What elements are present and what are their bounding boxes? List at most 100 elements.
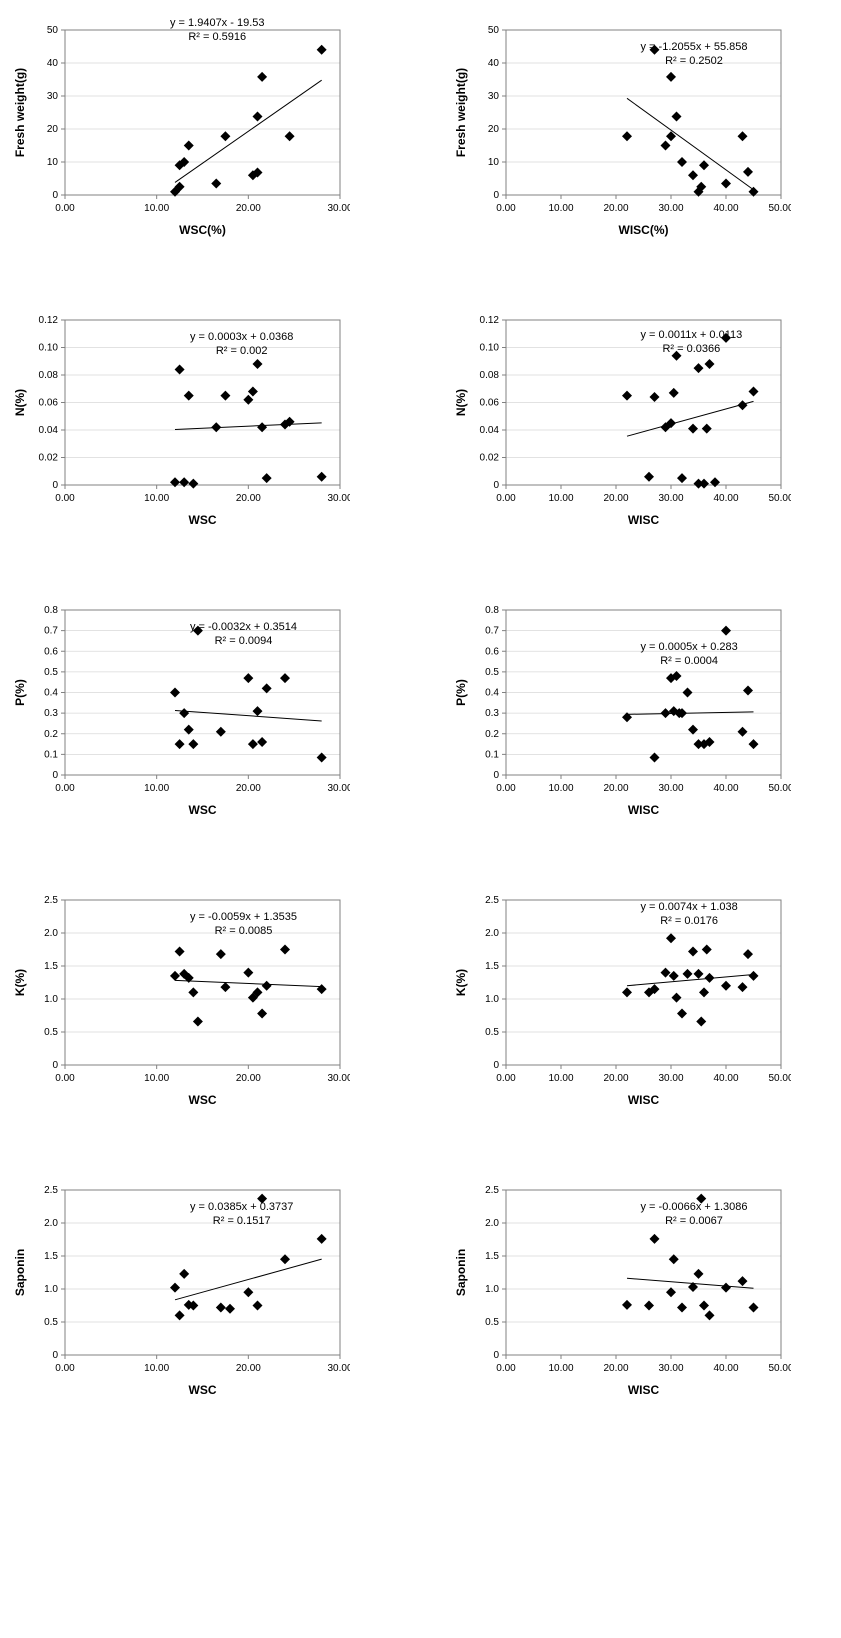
svg-text:30.00: 30.00 xyxy=(658,203,683,214)
svg-text:0.5: 0.5 xyxy=(44,1317,58,1328)
r2-text: R² = 0.0366 xyxy=(641,342,743,356)
scatter-chart: 010203040500.0010.0020.0030.00WSC(%)Fres… xyxy=(10,20,391,240)
svg-text:WISC: WISC xyxy=(627,1093,659,1107)
svg-text:0.4: 0.4 xyxy=(485,688,499,699)
svg-text:30.00: 30.00 xyxy=(658,493,683,504)
scatter-chart: 00.020.040.060.080.100.120.0010.0020.003… xyxy=(10,310,391,530)
scatter-chart: 00.51.01.52.02.50.0010.0020.0030.00WSCSa… xyxy=(10,1180,391,1400)
svg-text:0.3: 0.3 xyxy=(485,708,499,719)
svg-text:50.00: 50.00 xyxy=(768,493,791,504)
scatter-chart: 00.020.040.060.080.100.120.0010.0020.003… xyxy=(451,310,832,530)
r2-text: R² = 0.0094 xyxy=(190,634,297,648)
svg-text:0.04: 0.04 xyxy=(39,425,59,436)
svg-text:20: 20 xyxy=(47,124,59,135)
svg-text:0.00: 0.00 xyxy=(496,203,516,214)
svg-text:10.00: 10.00 xyxy=(144,203,169,214)
r2-text: R² = 0.002 xyxy=(190,344,293,358)
svg-text:N(%): N(%) xyxy=(454,389,468,416)
svg-text:0.12: 0.12 xyxy=(479,315,499,326)
svg-text:50.00: 50.00 xyxy=(768,203,791,214)
svg-text:K(%): K(%) xyxy=(13,969,27,996)
svg-text:0.6: 0.6 xyxy=(44,646,58,657)
svg-text:40.00: 40.00 xyxy=(713,493,738,504)
svg-text:0: 0 xyxy=(52,480,58,491)
svg-text:0.7: 0.7 xyxy=(485,626,499,637)
svg-text:30.00: 30.00 xyxy=(327,783,350,794)
svg-text:0.12: 0.12 xyxy=(39,315,59,326)
svg-text:0.8: 0.8 xyxy=(485,605,499,616)
regression-equation: y = 0.0385x + 0.3737R² = 0.1517 xyxy=(190,1200,293,1229)
svg-text:Saponin: Saponin xyxy=(13,1249,27,1296)
regression-equation: y = 0.0074x + 1.038R² = 0.0176 xyxy=(641,900,738,929)
svg-text:0: 0 xyxy=(52,1350,58,1361)
svg-text:0.00: 0.00 xyxy=(55,203,75,214)
equation-text: y = 0.0074x + 1.038 xyxy=(641,900,738,914)
svg-text:10.00: 10.00 xyxy=(548,783,573,794)
r2-text: R² = 0.1517 xyxy=(190,1214,293,1228)
svg-text:0.00: 0.00 xyxy=(496,1363,516,1374)
svg-text:0.00: 0.00 xyxy=(496,1073,516,1084)
svg-text:0.02: 0.02 xyxy=(39,453,59,464)
svg-text:Fresh weight(g): Fresh weight(g) xyxy=(13,68,27,157)
svg-text:N(%): N(%) xyxy=(13,389,27,416)
svg-text:0.1: 0.1 xyxy=(44,749,58,760)
svg-text:0.4: 0.4 xyxy=(44,688,58,699)
svg-text:2.5: 2.5 xyxy=(485,1185,499,1196)
equation-text: y = 0.0005x + 0.283 xyxy=(641,640,738,654)
svg-text:0: 0 xyxy=(493,1060,499,1071)
svg-text:2.0: 2.0 xyxy=(44,1218,58,1229)
svg-text:0.02: 0.02 xyxy=(479,453,499,464)
svg-text:0.00: 0.00 xyxy=(496,493,516,504)
svg-text:20.00: 20.00 xyxy=(603,1073,628,1084)
r2-text: R² = 0.5916 xyxy=(170,30,264,44)
svg-text:0: 0 xyxy=(493,770,499,781)
svg-text:WISC: WISC xyxy=(627,803,659,817)
equation-text: y = -0.0032x + 0.3514 xyxy=(190,620,297,634)
regression-equation: y = 0.0005x + 0.283R² = 0.0004 xyxy=(641,640,738,669)
regression-equation: y = -0.0032x + 0.3514R² = 0.0094 xyxy=(190,620,297,649)
svg-text:0.00: 0.00 xyxy=(55,493,75,504)
svg-text:WISC: WISC xyxy=(627,1383,659,1397)
svg-text:30.00: 30.00 xyxy=(658,783,683,794)
svg-text:0.5: 0.5 xyxy=(485,1317,499,1328)
svg-text:WISC(%): WISC(%) xyxy=(618,223,668,237)
svg-text:50: 50 xyxy=(487,25,499,36)
svg-text:0.08: 0.08 xyxy=(479,370,499,381)
svg-text:20.00: 20.00 xyxy=(603,203,628,214)
svg-text:20.00: 20.00 xyxy=(236,493,261,504)
svg-text:0.2: 0.2 xyxy=(44,729,58,740)
regression-equation: y = -1.2055x + 55.858R² = 0.2502 xyxy=(641,40,748,69)
svg-text:10: 10 xyxy=(47,157,59,168)
svg-text:P(%): P(%) xyxy=(454,679,468,706)
svg-text:10.00: 10.00 xyxy=(144,1363,169,1374)
svg-text:1.0: 1.0 xyxy=(485,1284,499,1295)
svg-text:1.0: 1.0 xyxy=(485,994,499,1005)
svg-text:WSC: WSC xyxy=(189,803,217,817)
svg-text:WISC: WISC xyxy=(627,513,659,527)
svg-text:0.2: 0.2 xyxy=(485,729,499,740)
svg-text:10: 10 xyxy=(487,157,499,168)
svg-text:0.8: 0.8 xyxy=(44,605,58,616)
svg-text:10.00: 10.00 xyxy=(548,1363,573,1374)
svg-text:0.5: 0.5 xyxy=(44,1027,58,1038)
regression-equation: y = -0.0066x + 1.3086R² = 0.0067 xyxy=(641,1200,748,1229)
equation-text: y = -0.0066x + 1.3086 xyxy=(641,1200,748,1214)
svg-text:50.00: 50.00 xyxy=(768,1363,791,1374)
equation-text: y = 1.9407x - 19.53 xyxy=(170,16,264,30)
svg-text:20.00: 20.00 xyxy=(603,783,628,794)
r2-text: R² = 0.0085 xyxy=(190,924,297,938)
svg-text:P(%): P(%) xyxy=(13,679,27,706)
svg-text:1.5: 1.5 xyxy=(485,1251,499,1262)
svg-text:0.06: 0.06 xyxy=(479,398,499,409)
svg-text:WSC: WSC xyxy=(189,513,217,527)
regression-equation: y = 0.0003x + 0.0368R² = 0.002 xyxy=(190,330,293,359)
svg-text:0.10: 0.10 xyxy=(479,343,499,354)
svg-text:1.5: 1.5 xyxy=(44,961,58,972)
svg-text:0.06: 0.06 xyxy=(39,398,59,409)
svg-text:0: 0 xyxy=(52,190,58,201)
equation-text: y = 0.0003x + 0.0368 xyxy=(190,330,293,344)
svg-text:30: 30 xyxy=(47,91,59,102)
equation-text: y = 0.0385x + 0.3737 xyxy=(190,1200,293,1214)
svg-text:10.00: 10.00 xyxy=(144,783,169,794)
scatter-chart: 00.10.20.30.40.50.60.70.80.0010.0020.003… xyxy=(451,600,832,820)
